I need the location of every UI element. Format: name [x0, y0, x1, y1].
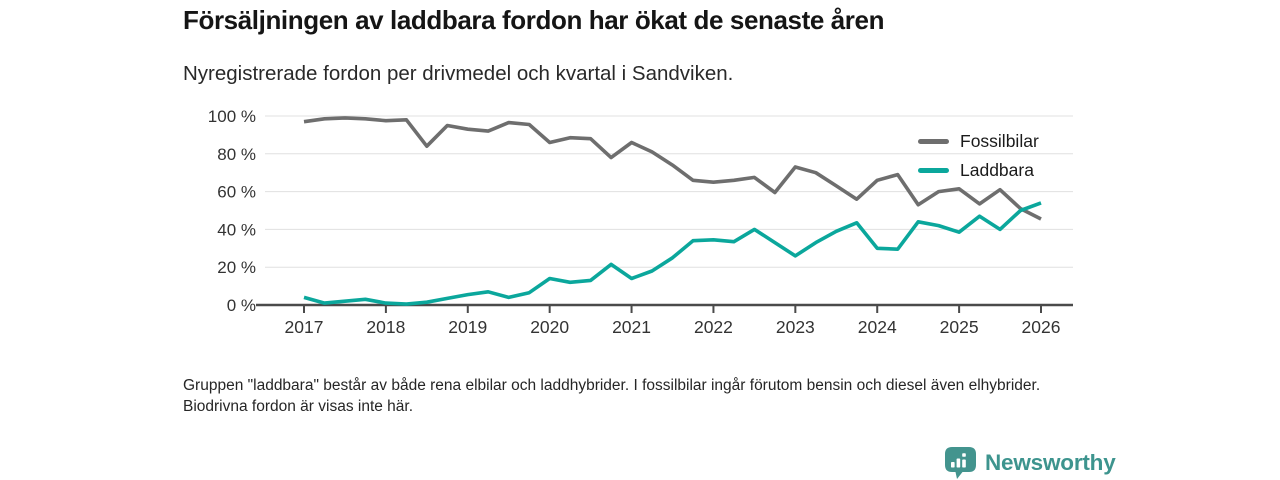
chart-legend: Fossilbilar Laddbara [918, 130, 1039, 182]
newsworthy-wordmark: Newsworthy [985, 450, 1116, 475]
newsworthy-logo[interactable]: Newsworthy [944, 446, 1116, 480]
page-title: Försäljningen av laddbara fordon har öka… [183, 5, 885, 35]
y-tick-label: 0 % [227, 296, 256, 315]
x-tick-label: 2022 [694, 317, 733, 337]
y-tick-label: 20 % [217, 258, 256, 277]
x-tick-label: 2025 [940, 317, 979, 337]
x-tick-label: 2026 [1022, 317, 1061, 337]
x-tick-label: 2020 [530, 317, 569, 337]
x-tick-label: 2024 [858, 317, 897, 337]
x-tick-label: 2021 [612, 317, 651, 337]
x-tick-label: 2023 [776, 317, 815, 337]
legend-item-fossilbilar: Fossilbilar [918, 130, 1039, 153]
y-tick-label: 100 % [208, 107, 256, 126]
laddbara-line-swatch [918, 168, 949, 173]
series-line-fossilbilar [303, 116, 1042, 221]
y-tick-label: 40 % [217, 220, 256, 239]
fossilbilar-line-swatch [918, 139, 949, 144]
chart-plot: 0 % 20 % 40 % 60 % 80 % 100 % 2017 2018 2019 2020… [208, 107, 1073, 337]
legend-item-laddbara: Laddbara [918, 159, 1039, 182]
chart-subtitle: Nyregistrerade fordon per drivmedel och … [183, 62, 734, 85]
x-tick-label: 2018 [366, 317, 405, 337]
legend-label: Fossilbilar [960, 131, 1039, 151]
newsworthy-barchart-pin-icon [945, 447, 976, 479]
x-tick-label: 2017 [285, 317, 324, 337]
chart-footnote: Gruppen "laddbara" består av både rena e… [183, 377, 1041, 415]
legend-label: Laddbara [960, 160, 1034, 180]
y-tick-label: 60 % [217, 183, 256, 202]
series-line-laddbara [303, 201, 1042, 306]
x-tick-label: 2019 [448, 317, 487, 337]
y-tick-label: 80 % [217, 145, 256, 164]
pin-bubble [945, 447, 976, 479]
